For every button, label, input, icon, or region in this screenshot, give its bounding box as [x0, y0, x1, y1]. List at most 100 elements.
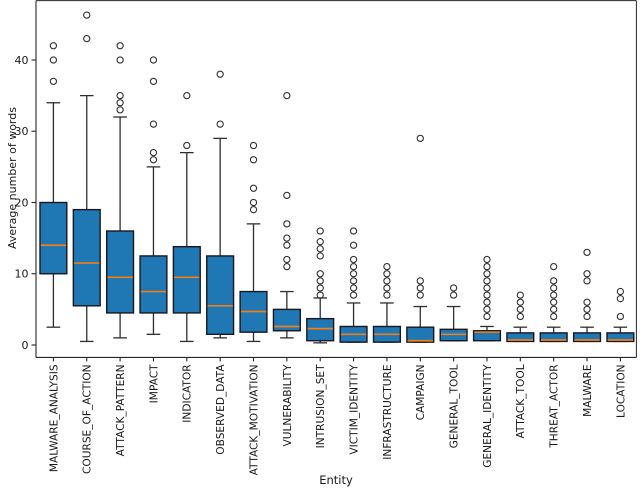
- outlier-point: [483, 291, 491, 299]
- outlier-point: [483, 262, 491, 271]
- outlier-point: [416, 284, 424, 292]
- y-tick-label: 30: [15, 125, 29, 138]
- outlier-point: [249, 141, 258, 150]
- y-tick-label: 20: [15, 196, 29, 209]
- outlier-point: [149, 56, 158, 64]
- outlier-point: [383, 262, 391, 271]
- outlier-point: [550, 291, 558, 299]
- x-tick-label-VICTIM_IDENTITY: VICTIM_IDENTITY: [348, 364, 360, 455]
- outlier-point: [249, 156, 258, 164]
- outlier-point: [583, 312, 591, 321]
- box-ATTACK_TOOL: [506, 332, 535, 343]
- outlier-point: [483, 277, 491, 285]
- outlier-point: [316, 227, 324, 235]
- outlier-point: [349, 284, 358, 292]
- box-LOCATION: [606, 332, 635, 343]
- x-tick-label-ATTACK_TOOL: ATTACK_TOOL: [515, 364, 527, 438]
- x-tick-label-INFRASTRUCTURE: INFRASTRUCTURE: [382, 364, 394, 460]
- x-tick-label-IMPACT: IMPACT: [148, 364, 160, 403]
- outlier-point: [516, 291, 524, 299]
- outlier-point: [483, 284, 491, 292]
- outlier-point: [516, 312, 524, 321]
- outlier-point: [116, 91, 124, 100]
- outlier-point: [316, 284, 324, 292]
- outlier-point: [49, 77, 58, 86]
- box-ATTACK_PATTERN: [106, 230, 135, 314]
- outlier-point: [283, 255, 291, 264]
- outlier-point: [283, 262, 291, 271]
- outlier-point: [149, 120, 158, 128]
- x-tick-label-CAMPAIGN: CAMPAIGN: [415, 364, 427, 420]
- box-INDICATOR: [172, 245, 201, 314]
- x-tick-label-MALWARE_ANALYSIS: MALWARE_ANALYSIS: [48, 364, 60, 472]
- outlier-point: [516, 305, 524, 314]
- outlier-point: [349, 262, 358, 271]
- x-tick-label-OBSERVED_DATA: OBSERVED_DATA: [215, 364, 227, 455]
- outlier-point: [349, 277, 358, 285]
- outlier-point: [149, 77, 158, 86]
- outlier-point: [616, 295, 625, 303]
- outlier-point: [116, 99, 124, 107]
- outlier-point: [316, 270, 324, 278]
- outlier-point: [483, 255, 491, 264]
- outlier-point: [316, 291, 324, 299]
- outlier-point: [283, 220, 291, 228]
- outlier-point: [383, 277, 391, 285]
- outlier-point: [316, 277, 324, 285]
- y-tick-label: 10: [15, 268, 29, 281]
- x-axis-label: Entity: [319, 473, 353, 487]
- outlier-point: [283, 91, 291, 100]
- outlier-point: [550, 277, 558, 285]
- outlier-point: [550, 262, 558, 271]
- outlier-point: [316, 238, 324, 246]
- outlier-point: [49, 42, 58, 50]
- outlier-point: [449, 291, 458, 299]
- outlier-point: [316, 252, 324, 260]
- outlier-point: [183, 91, 191, 100]
- y-tick-label: 40: [15, 54, 29, 67]
- box-THREAT_ACTOR: [539, 332, 568, 343]
- box-GENERAL_IDENTITY: [472, 330, 502, 342]
- outlier-point: [216, 120, 224, 128]
- box-OBSERVED_DATA: [206, 255, 235, 336]
- outlier-point: [383, 270, 391, 278]
- outlier-point: [616, 312, 625, 321]
- x-tick-label-GENERAL_TOOL: GENERAL_TOOL: [449, 364, 461, 448]
- outlier-point: [349, 291, 358, 299]
- outlier-point: [550, 298, 558, 306]
- y-axis-label: Average number of words: [6, 107, 19, 249]
- outlier-point: [316, 245, 324, 253]
- outlier-point: [550, 284, 558, 292]
- outlier-point: [49, 56, 58, 64]
- outlier-point: [249, 198, 258, 207]
- outlier-point: [416, 291, 424, 299]
- outlier-point: [349, 241, 358, 249]
- outlier-point: [483, 312, 491, 321]
- outlier-point: [283, 241, 291, 249]
- outlier-point: [583, 277, 591, 285]
- outlier-point: [149, 148, 158, 157]
- outlier-point: [249, 205, 258, 214]
- outlier-point: [449, 284, 458, 292]
- outlier-point: [383, 284, 391, 292]
- outlier-point: [216, 70, 224, 78]
- x-tick-label-ATTACK_MOTIVATION: ATTACK_MOTIVATION: [248, 364, 260, 475]
- outlier-point: [249, 184, 258, 192]
- outlier-point: [416, 134, 424, 143]
- outlier-point: [149, 156, 158, 164]
- x-tick-label-GENERAL_IDENTITY: GENERAL_IDENTITY: [482, 364, 494, 468]
- outlier-point: [616, 287, 625, 296]
- outlier-point: [83, 11, 91, 19]
- outlier-point: [583, 305, 591, 314]
- outlier-point: [583, 298, 591, 306]
- outlier-point: [383, 291, 391, 299]
- x-tick-label-VULNERABILITY: VULNERABILITY: [282, 364, 294, 447]
- outlier-point: [349, 270, 358, 278]
- x-tick-label-THREAT_ACTOR: THREAT_ACTOR: [549, 364, 561, 449]
- outlier-point: [349, 227, 358, 235]
- outlier-point: [416, 277, 424, 285]
- outlier-point: [349, 255, 358, 264]
- x-tick-label-ATTACK_PATTERN: ATTACK_PATTERN: [115, 364, 127, 456]
